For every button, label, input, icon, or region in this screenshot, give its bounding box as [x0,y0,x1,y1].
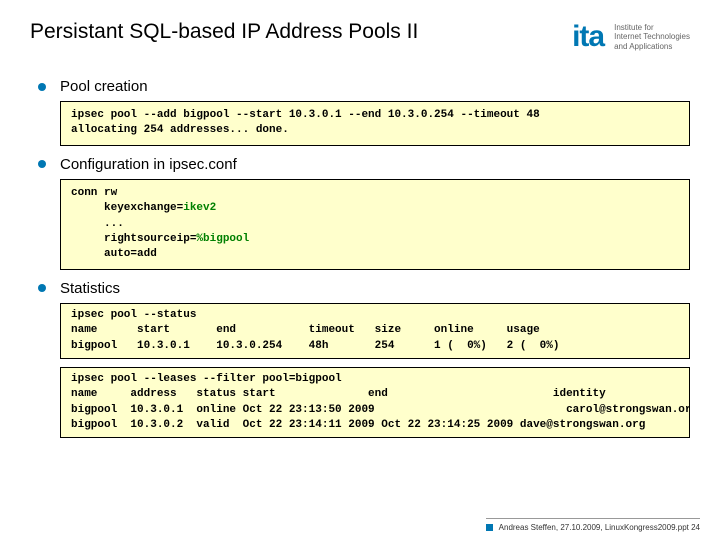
bullet-label: Statistics [60,280,120,297]
code-config: conn rw keyexchange=ikev2 ... rightsourc… [60,179,690,270]
bullet-icon [38,284,46,292]
bullet-pool-creation: Pool creation [38,78,690,95]
bullet-label: Pool creation [60,78,148,95]
code-keyword: ikev2 [183,202,216,214]
bullet-stats: Statistics [38,280,690,297]
logo-subtitle: Institute for Internet Technologies and … [614,23,690,52]
code-text: ... rightsourceip= [71,218,196,245]
code-status: ipsec pool --status name start end timeo… [60,303,690,359]
slide-title: Persistant SQL-based IP Address Pools II [30,20,572,44]
slide-footer: Andreas Steffen, 27.10.2009, LinuxKongre… [486,518,700,532]
bullet-config: Configuration in ipsec.conf [38,156,690,173]
slide-header: Persistant SQL-based IP Address Pools II… [30,20,690,54]
logo-sub2: Internet Technologies [614,32,690,42]
code-keyword: %bigpool [196,233,249,245]
bullet-icon [38,160,46,168]
footer-square-icon [486,524,493,531]
footer-text: Andreas Steffen, 27.10.2009, LinuxKongre… [499,523,700,532]
code-pool-creation: ipsec pool --add bigpool --start 10.3.0.… [60,101,690,146]
bullet-icon [38,83,46,91]
logo-block: ita Institute for Internet Technologies … [572,20,690,54]
logo-sub1: Institute for [614,23,690,33]
slide-content: Pool creation ipsec pool --add bigpool -… [30,78,690,438]
code-leases: ipsec pool --leases --filter pool=bigpoo… [60,367,690,439]
logo-main: ita [572,20,604,54]
bullet-label: Configuration in ipsec.conf [60,156,237,173]
logo-sub3: and Applications [614,42,690,52]
code-text: conn rw keyexchange= [71,187,183,214]
code-text: auto=add [71,248,157,260]
